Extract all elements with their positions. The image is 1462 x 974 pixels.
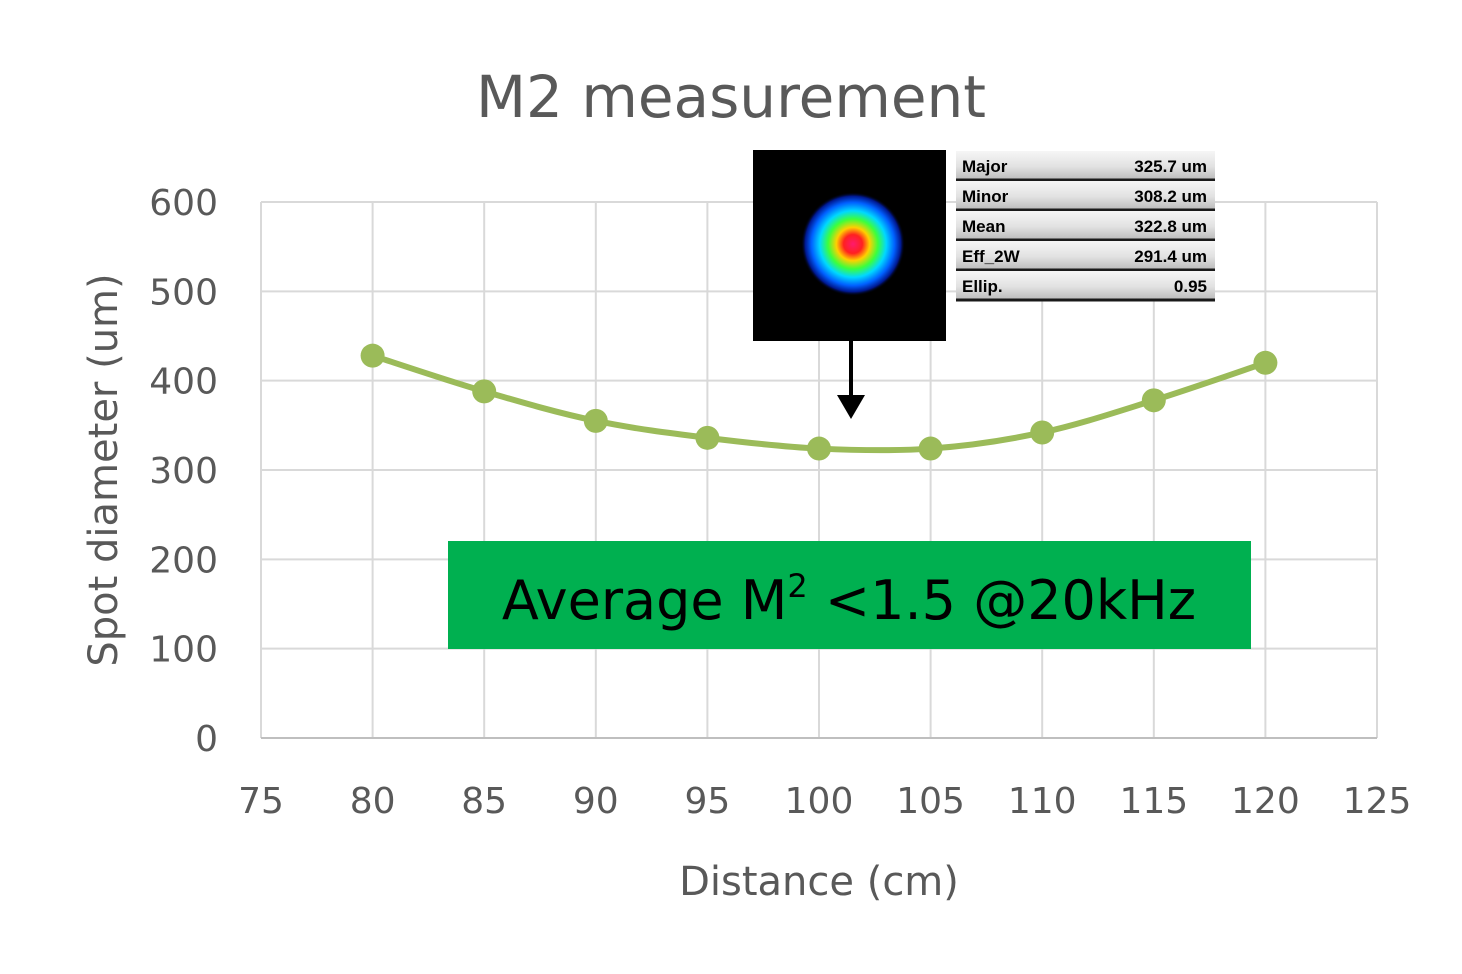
beam-profile-inset: [753, 150, 946, 419]
y-tick-label: 200: [149, 540, 218, 581]
y-tick-label: 400: [149, 362, 218, 403]
stats-row: [956, 241, 1215, 269]
data-point: [695, 425, 720, 450]
stats-row: [956, 151, 1215, 179]
y-tick-label: 100: [149, 630, 218, 671]
x-tick-label: 75: [238, 781, 284, 822]
y-tick-label: 0: [195, 719, 218, 760]
stats-label: Major: [962, 157, 1008, 176]
stats-value: 325.7 um: [1134, 157, 1207, 176]
stats-row: [956, 271, 1215, 299]
stats-value: 291.4 um: [1134, 247, 1207, 266]
annotation-prefix: Average M: [502, 569, 788, 632]
annotation-text: Average M2 <1.5 @20kHz: [502, 567, 1196, 632]
x-tick-label: 100: [785, 781, 854, 822]
x-tick-label: 85: [461, 781, 507, 822]
x-tick-label: 95: [684, 781, 730, 822]
annotation-background: [448, 541, 1251, 649]
data-point: [472, 379, 497, 404]
chart-title: M2 measurement: [476, 63, 986, 131]
m2-annotation-box: Average M2 <1.5 @20kHz: [448, 541, 1251, 649]
data-point: [583, 408, 608, 433]
stats-row: [956, 181, 1215, 209]
stats-value: 0.95: [1174, 277, 1207, 296]
x-tick-label: 125: [1343, 781, 1412, 822]
stats-value: 322.8 um: [1134, 217, 1207, 236]
y-axis-title: Spot diameter (um): [81, 273, 127, 666]
x-tick-label: 115: [1119, 781, 1188, 822]
data-point: [1030, 420, 1055, 445]
data-point: [918, 436, 943, 461]
x-tick-label: 105: [896, 781, 965, 822]
x-tick-label: 90: [573, 781, 619, 822]
beam-spot: [801, 192, 905, 296]
stats-label: Ellip.: [962, 277, 1003, 296]
annotation-superscript: 2: [787, 567, 807, 605]
stats-label: Mean: [962, 217, 1005, 236]
stats-label: Minor: [962, 187, 1009, 206]
x-tick-label: 120: [1231, 781, 1300, 822]
data-point: [1141, 388, 1166, 413]
stats-row: [956, 211, 1215, 239]
x-tick-label: 80: [350, 781, 396, 822]
pointer-arrow-head: [837, 395, 865, 419]
y-tick-label: 500: [149, 272, 218, 313]
data-point: [807, 436, 831, 461]
stats-value: 308.2 um: [1134, 187, 1207, 206]
data-series: [360, 343, 1278, 461]
data-point: [1253, 350, 1278, 375]
beam-stats-table: Major 325.7 um Minor 308.2 um Mean 322.8 um Ef…: [956, 151, 1215, 302]
y-tick-label: 600: [149, 183, 218, 224]
x-tick-label: 110: [1008, 781, 1077, 822]
stats-label: Eff_2W: [962, 247, 1021, 266]
y-tick-label: 300: [149, 451, 218, 492]
x-axis-title: Distance (cm): [679, 859, 959, 905]
tick-labels: 0 100 200 300 400 500 600 75 80 85 90 95 100 105 110 11…: [149, 183, 1411, 822]
annotation-suffix: <1.5 @20kHz: [808, 569, 1196, 632]
data-point: [360, 343, 385, 368]
